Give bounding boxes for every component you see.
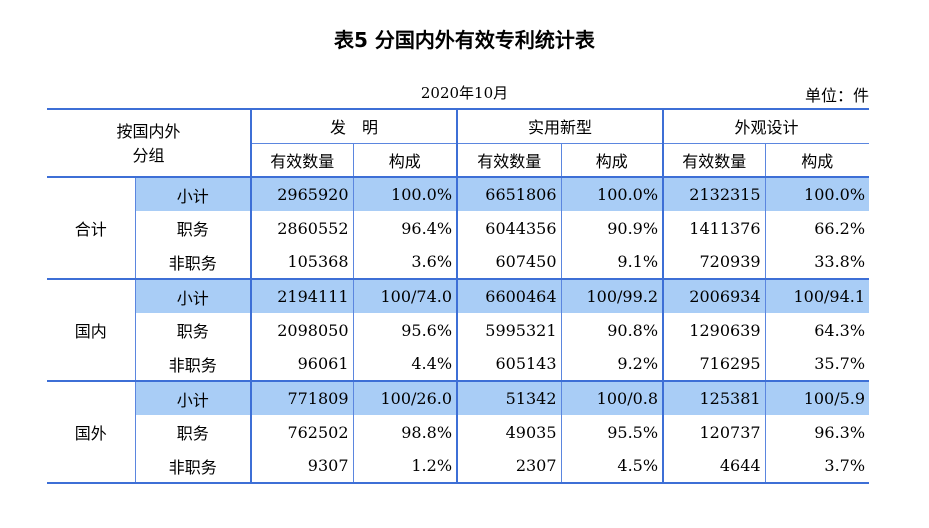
table-row: 非职务 96061 4.4% 605143 9.2% 716295 35.7%	[47, 347, 870, 381]
design-share-cell: 100.0%	[764, 177, 870, 211]
invention-count-cell: 96061	[250, 347, 354, 381]
utility-share-cell: 100/99.2	[560, 279, 664, 313]
invention-count-cell: 9307	[250, 449, 354, 483]
design-count-cell: 1411376	[662, 211, 766, 245]
utility-count-cell: 6600464	[456, 279, 562, 313]
category-cell: 职务	[134, 313, 252, 347]
table-row: 国内 小计 2194111 100/74.0 6600464 100/99.2 200693…	[47, 279, 870, 341]
patent-statistics-table: 按国内外 分组 发 明 实用新型 外观设计 有效数量 构成 有效数量 构成 有效…	[47, 108, 870, 484]
invention-count-cell: 771809	[250, 381, 354, 415]
group-name-cell: 合计	[74, 220, 107, 239]
category-cell: 职务	[134, 415, 252, 449]
design-count-cell: 2132315	[662, 177, 766, 211]
utility-share-cell: 9.2%	[560, 347, 664, 381]
group-header: 按国内外 分组	[47, 109, 251, 177]
invention-count-cell: 2194111	[250, 279, 354, 313]
design-share-cell: 66.2%	[764, 211, 870, 245]
design-share-cell: 96.3%	[764, 415, 870, 449]
category-cell: 小计	[134, 381, 252, 415]
utility-count-cell: 49035	[456, 415, 562, 449]
invention-share-cell: 4.4%	[352, 347, 458, 381]
design-count-cell: 125381	[662, 381, 766, 415]
utility-count-cell: 51342	[456, 381, 562, 415]
table-row: 非职务 9307 1.2% 2307 4.5% 4644 3.7%	[47, 449, 870, 483]
invention-count-header: 有效数量	[250, 143, 354, 177]
invention-header: 发 明	[250, 109, 458, 144]
utility-count-cell: 607450	[456, 245, 562, 279]
design-count-cell: 716295	[662, 347, 766, 381]
utility-count-cell: 605143	[456, 347, 562, 381]
utility-count-header: 有效数量	[456, 143, 562, 177]
utility-share-cell: 100/0.8	[560, 381, 664, 415]
invention-share-cell: 100/26.0	[352, 381, 458, 415]
category-cell: 非职务	[134, 347, 252, 381]
utility-count-cell: 6044356	[456, 211, 562, 245]
utility-share-cell: 90.9%	[560, 211, 664, 245]
group-name-cell: 国内	[74, 322, 107, 341]
invention-share-header: 构成	[352, 143, 458, 177]
design-share-cell: 64.3%	[764, 313, 870, 347]
utility-share-cell: 4.5%	[560, 449, 664, 483]
utility-share-cell: 9.1%	[560, 245, 664, 279]
utility-count-cell: 2307	[456, 449, 562, 483]
invention-count-cell: 2860552	[250, 211, 354, 245]
utility-count-cell: 6651806	[456, 177, 562, 211]
group-header-line1: 按国内外	[116, 122, 181, 141]
design-count-header: 有效数量	[662, 143, 766, 177]
design-share-cell: 3.7%	[764, 449, 870, 483]
category-cell: 小计	[134, 279, 252, 313]
utility-share-header: 构成	[560, 143, 664, 177]
invention-share-cell: 100.0%	[352, 177, 458, 211]
design-share-header: 构成	[764, 143, 870, 177]
utility-share-cell: 100.0%	[560, 177, 664, 211]
table-title: 表5 分国内外有效专利统计表	[334, 28, 595, 52]
table-row: 职务 2098050 95.6% 5995321 90.8% 1290639 64.3%	[47, 313, 870, 347]
design-share-cell: 100/5.9	[764, 381, 870, 415]
design-share-cell: 35.7%	[764, 347, 870, 381]
utility-share-cell: 95.5%	[560, 415, 664, 449]
invention-count-cell: 105368	[250, 245, 354, 279]
unit-label: 单位：件	[804, 86, 869, 105]
table-row: 合计 小计 2965920 100.0% 6651806 100.0% 2132315 100…	[47, 177, 870, 239]
invention-share-cell: 100/74.0	[352, 279, 458, 313]
invention-share-cell: 95.6%	[352, 313, 458, 347]
category-cell: 非职务	[134, 245, 252, 279]
invention-count-cell: 2098050	[250, 313, 354, 347]
table-row: 职务 762502 98.8% 49035 95.5% 120737 96.3%	[47, 415, 870, 449]
table-row: 职务 2860552 96.4% 6044356 90.9% 1411376 66.2%	[47, 211, 870, 245]
design-count-cell: 4644	[662, 449, 766, 483]
category-cell: 非职务	[134, 449, 252, 483]
category-cell: 职务	[134, 211, 252, 245]
design-count-cell: 2006934	[662, 279, 766, 313]
utility-model-header: 实用新型	[456, 109, 664, 144]
invention-count-cell: 762502	[250, 415, 354, 449]
design-count-cell: 120737	[662, 415, 766, 449]
design-header: 外观设计	[662, 109, 870, 144]
report-date: 2020年10月	[420, 84, 509, 102]
invention-share-cell: 1.2%	[352, 449, 458, 483]
group-header-line2: 分组	[132, 146, 165, 165]
group-name-cell: 国外	[74, 424, 107, 443]
category-cell: 小计	[134, 177, 252, 211]
utility-share-cell: 90.8%	[560, 313, 664, 347]
invention-share-cell: 96.4%	[352, 211, 458, 245]
design-share-cell: 33.8%	[764, 245, 870, 279]
utility-count-cell: 5995321	[456, 313, 562, 347]
invention-count-cell: 2965920	[250, 177, 354, 211]
design-share-cell: 100/94.1	[764, 279, 870, 313]
table-row: 非职务 105368 3.6% 607450 9.1% 720939 33.8%	[47, 245, 870, 279]
design-count-cell: 1290639	[662, 313, 766, 347]
invention-share-cell: 3.6%	[352, 245, 458, 279]
table-row: 国外 小计 771809 100/26.0 51342 100/0.8 125381 100/…	[47, 381, 870, 443]
invention-share-cell: 98.8%	[352, 415, 458, 449]
design-count-cell: 720939	[662, 245, 766, 279]
